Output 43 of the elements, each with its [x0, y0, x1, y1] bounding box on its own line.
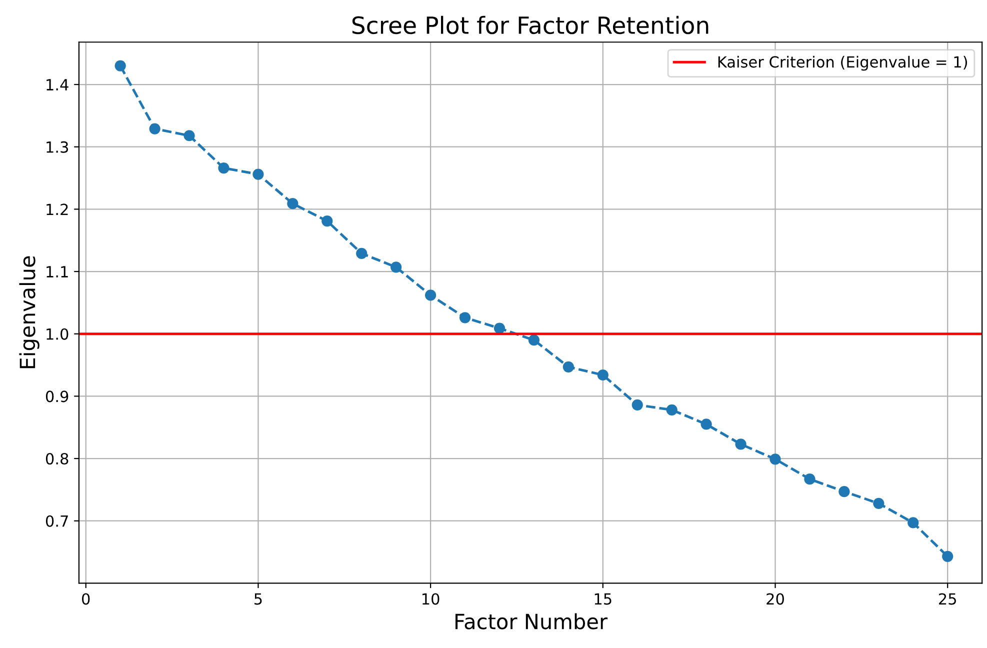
- x-tick-label: 10: [422, 593, 440, 605]
- point: [562, 361, 574, 372]
- point: [838, 486, 850, 498]
- legend-label: Kaiser Criterion (Eigenvalue = 1): [718, 56, 967, 71]
- y-tick-label: 1.3: [46, 141, 68, 153]
- point: [322, 215, 333, 227]
- point: [700, 418, 712, 430]
- y-tick-label: 0.8: [46, 452, 68, 465]
- y-tick-label: 1.4: [46, 79, 68, 90]
- point: [804, 474, 816, 485]
- point: [597, 369, 608, 381]
- point: [184, 130, 195, 142]
- point: [942, 550, 954, 562]
- point: [735, 438, 746, 450]
- x-tick-label: 15: [594, 593, 612, 605]
- point: [390, 262, 402, 273]
- y-tick-label: 0.9: [46, 390, 68, 402]
- x-tick-label: 0: [82, 593, 90, 605]
- point: [873, 498, 884, 509]
- point: [632, 399, 643, 410]
- x-tick-label: 25: [938, 593, 956, 605]
- y-tick-label: 1.2: [46, 204, 68, 215]
- point: [770, 454, 781, 465]
- point: [908, 517, 919, 528]
- y-tick-label: 0.7: [46, 515, 68, 527]
- y-axis-title: Eigenvalue: [19, 256, 40, 368]
- x-tick-label: 20: [766, 593, 784, 605]
- point: [528, 334, 540, 346]
- y-tick-label: 1.1: [46, 266, 68, 278]
- point: [459, 312, 471, 324]
- chart-title: Scree Plot for Factor Retention: [352, 16, 708, 34]
- point: [114, 60, 126, 72]
- point: [287, 198, 298, 210]
- point: [252, 168, 264, 180]
- point: [666, 404, 678, 416]
- x-tick-label: 5: [254, 593, 262, 605]
- x-axis-title: Factor Number: [456, 613, 608, 630]
- point: [424, 290, 436, 301]
- point: [149, 123, 160, 134]
- point: [494, 322, 506, 334]
- y-tick-label: 1.0: [46, 328, 68, 340]
- point: [356, 248, 368, 259]
- point: [218, 162, 230, 174]
